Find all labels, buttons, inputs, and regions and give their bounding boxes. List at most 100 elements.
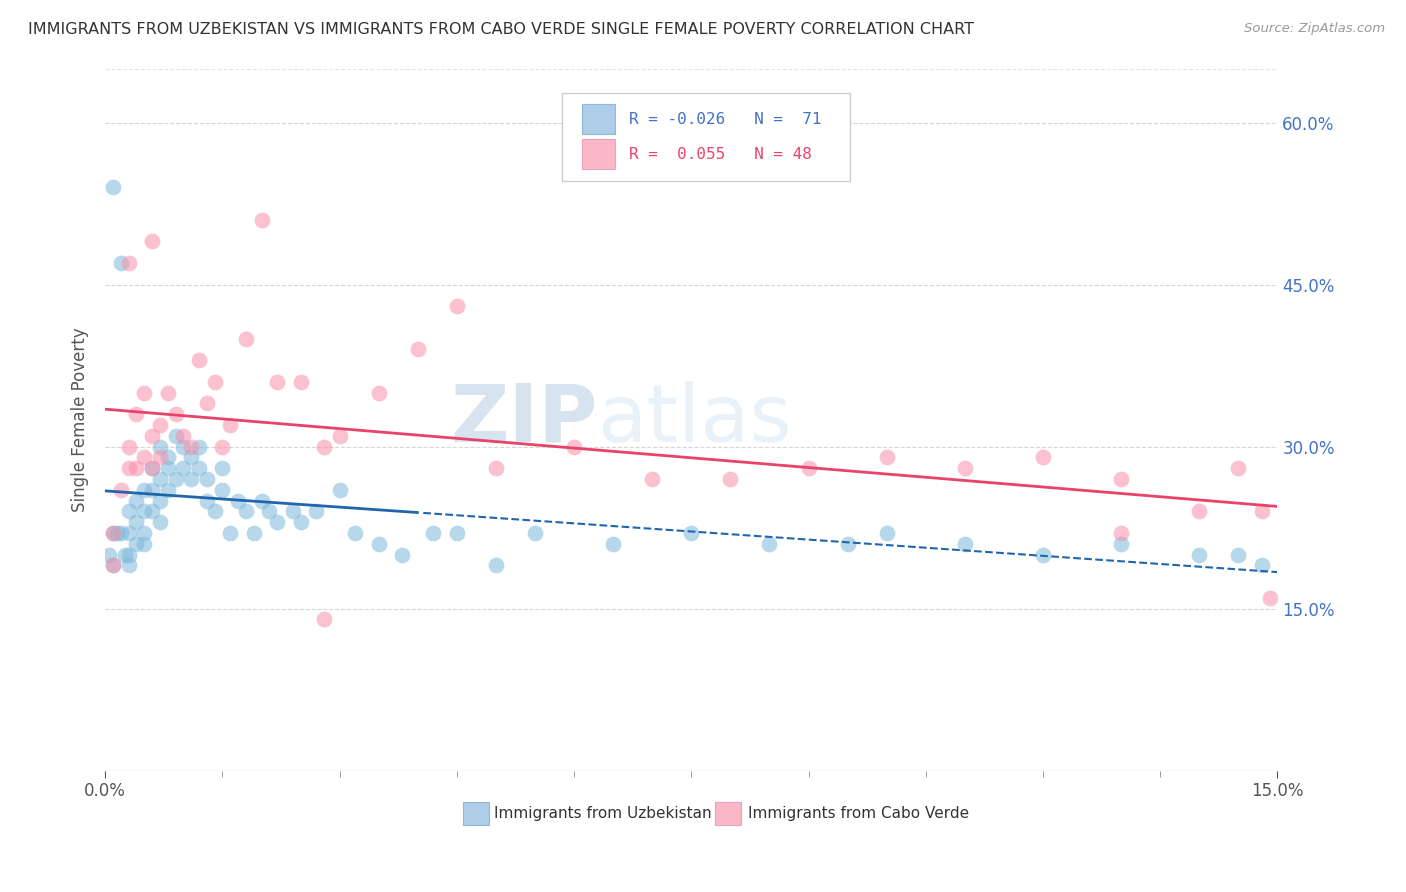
Point: [211, 483, 233, 497]
Point: [149, 515, 172, 529]
FancyBboxPatch shape: [714, 802, 741, 824]
Point: [188, 461, 211, 475]
Point: [1032, 548, 1054, 562]
Point: [876, 525, 898, 540]
Point: [110, 525, 132, 540]
Point: [114, 548, 136, 562]
Point: [953, 461, 976, 475]
FancyBboxPatch shape: [582, 104, 614, 134]
Point: [134, 537, 156, 551]
Point: [188, 440, 211, 454]
Point: [149, 493, 172, 508]
Point: [141, 461, 163, 475]
Point: [118, 440, 141, 454]
Point: [149, 450, 172, 465]
Point: [953, 537, 976, 551]
Text: Immigrants from Uzbekistan: Immigrants from Uzbekistan: [495, 805, 711, 821]
Point: [188, 353, 211, 368]
Point: [391, 548, 413, 562]
Point: [134, 385, 156, 400]
Point: [718, 472, 741, 486]
Point: [134, 525, 156, 540]
Point: [118, 461, 141, 475]
Point: [110, 256, 132, 270]
Text: IMMIGRANTS FROM UZBEKISTAN VS IMMIGRANTS FROM CABO VERDE SINGLE FEMALE POVERTY C: IMMIGRANTS FROM UZBEKISTAN VS IMMIGRANTS…: [28, 22, 974, 37]
Point: [344, 525, 367, 540]
Point: [837, 537, 859, 551]
Point: [110, 483, 132, 497]
Point: [134, 504, 156, 518]
Point: [204, 375, 226, 389]
Point: [1109, 472, 1132, 486]
Point: [1227, 461, 1250, 475]
Point: [165, 407, 187, 421]
Text: R =  0.055   N = 48: R = 0.055 N = 48: [628, 146, 813, 161]
Point: [242, 525, 264, 540]
Point: [180, 472, 202, 486]
Point: [602, 537, 624, 551]
Point: [367, 385, 389, 400]
Text: atlas: atlas: [598, 381, 792, 458]
Point: [125, 407, 148, 421]
FancyBboxPatch shape: [562, 93, 849, 181]
Point: [165, 429, 187, 443]
Point: [125, 515, 148, 529]
Point: [422, 525, 444, 540]
Point: [446, 525, 468, 540]
Point: [524, 525, 547, 540]
Point: [101, 558, 124, 573]
Point: [266, 515, 288, 529]
Point: [141, 429, 163, 443]
Point: [101, 525, 124, 540]
Point: [195, 493, 218, 508]
Point: [681, 525, 703, 540]
Point: [250, 212, 273, 227]
Point: [1258, 591, 1281, 605]
Point: [156, 450, 179, 465]
Point: [134, 483, 156, 497]
Point: [250, 493, 273, 508]
Point: [226, 493, 249, 508]
Point: [125, 537, 148, 551]
Point: [204, 504, 226, 518]
Text: Immigrants from Cabo Verde: Immigrants from Cabo Verde: [748, 805, 969, 821]
Point: [1227, 548, 1250, 562]
Point: [156, 461, 179, 475]
Point: [118, 548, 141, 562]
Point: [1188, 548, 1211, 562]
Point: [876, 450, 898, 465]
Point: [406, 343, 429, 357]
Point: [180, 440, 202, 454]
Point: [329, 483, 352, 497]
Point: [141, 461, 163, 475]
Point: [118, 256, 141, 270]
Point: [172, 440, 194, 454]
Point: [180, 450, 202, 465]
Point: [367, 537, 389, 551]
Point: [118, 504, 141, 518]
Point: [266, 375, 288, 389]
Point: [219, 525, 242, 540]
Text: Source: ZipAtlas.com: Source: ZipAtlas.com: [1244, 22, 1385, 36]
Point: [485, 461, 508, 475]
Point: [758, 537, 780, 551]
Point: [156, 385, 179, 400]
Point: [1109, 537, 1132, 551]
Point: [125, 461, 148, 475]
Point: [562, 440, 585, 454]
Point: [98, 548, 121, 562]
Point: [329, 429, 352, 443]
Point: [149, 417, 172, 432]
Text: ZIP: ZIP: [450, 381, 598, 458]
Point: [235, 504, 257, 518]
Point: [211, 461, 233, 475]
Point: [149, 440, 172, 454]
Point: [165, 472, 187, 486]
Point: [101, 180, 124, 194]
Point: [1250, 558, 1272, 573]
Point: [1109, 525, 1132, 540]
Point: [211, 440, 233, 454]
Point: [1032, 450, 1054, 465]
Point: [312, 440, 335, 454]
Point: [141, 504, 163, 518]
